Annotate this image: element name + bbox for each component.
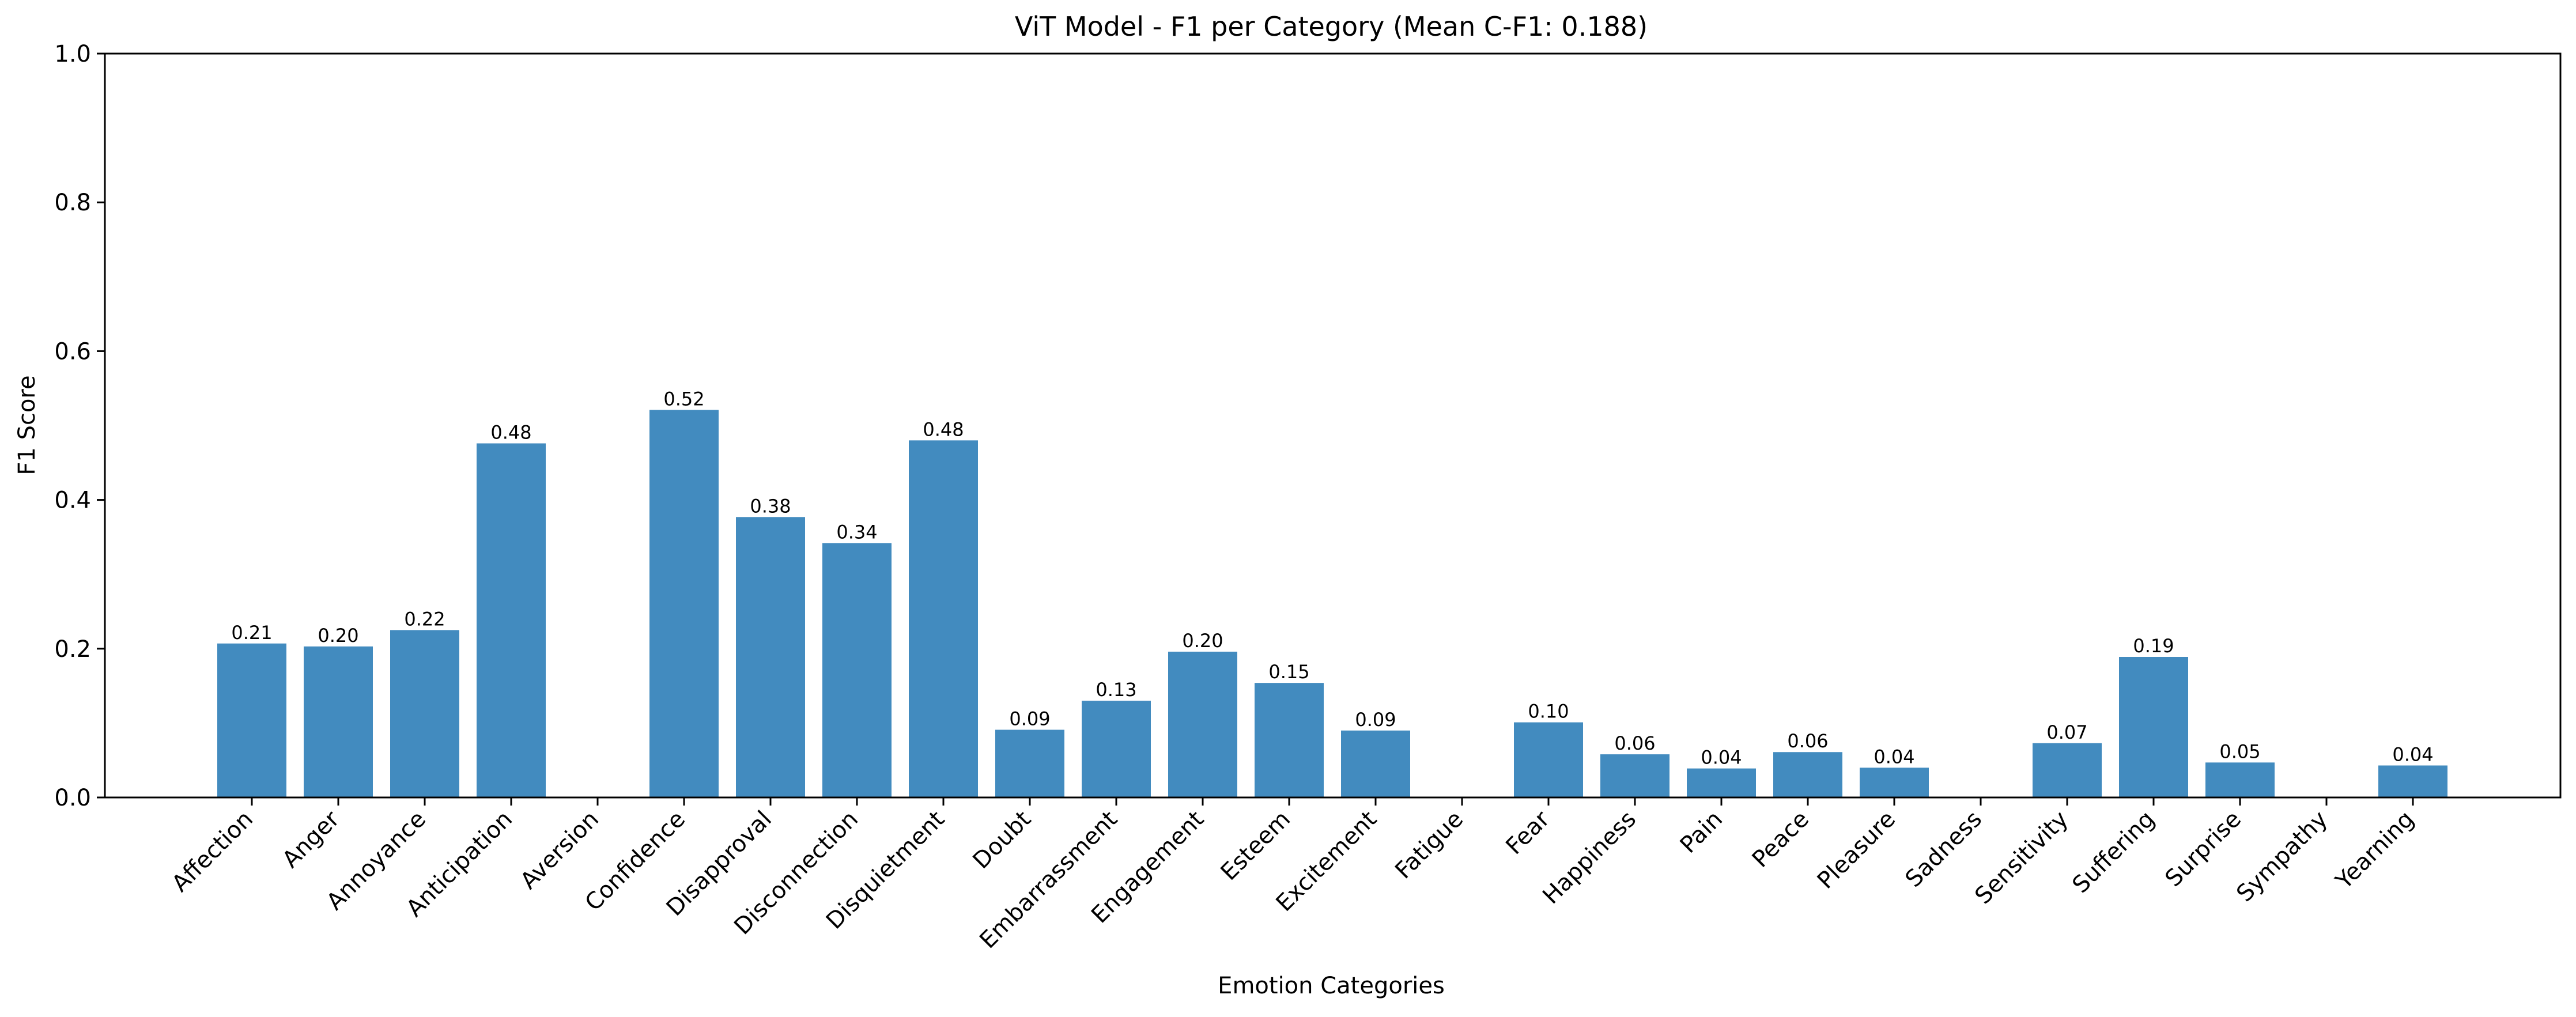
y-tick-label: 1.0 [54, 41, 91, 67]
bar-affection [217, 643, 286, 797]
y-axis-title: F1 Score [14, 375, 40, 475]
bar-value-label-pleasure: 0.04 [1874, 746, 1914, 768]
y-tick-label: 0.8 [54, 190, 91, 216]
bar-value-label-pain: 0.04 [1701, 747, 1742, 769]
bar-value-label-disquietment: 0.48 [923, 418, 964, 440]
bar-value-label-surprise: 0.05 [2219, 740, 2260, 762]
bar-value-label-anticipation: 0.48 [490, 421, 531, 443]
bar-doubt [995, 729, 1064, 797]
bar-suffering [2119, 657, 2188, 797]
bar-value-label-disconnection: 0.34 [836, 521, 877, 543]
bar-value-label-esteem: 0.15 [1268, 661, 1309, 683]
chart-title: ViT Model - F1 per Category (Mean C-F1: … [1015, 11, 1648, 42]
y-tick-label: 0.0 [54, 785, 91, 811]
bar-excitement [1341, 730, 1410, 797]
bar-value-label-disapproval: 0.38 [750, 495, 791, 517]
plot-frame [104, 52, 2562, 799]
x-axis-title: Emotion Categories [1218, 973, 1445, 999]
bar-yearning [2378, 765, 2447, 797]
bar-pain [1687, 768, 1756, 797]
bar-value-label-affection: 0.21 [231, 622, 272, 644]
y-axis: 0.0 0.2 0.4 0.6 0.8 1.0 [54, 41, 105, 811]
bar-happiness [1600, 754, 1670, 797]
bar-value-label-fear: 0.10 [1528, 701, 1569, 723]
bar-value-label-doubt: 0.09 [1009, 708, 1050, 730]
y-tick-label: 0.4 [54, 487, 91, 514]
y-tick-label: 0.2 [54, 636, 91, 663]
bar-disquietment [909, 440, 978, 797]
bar-sensitivity [2033, 743, 2102, 797]
bar-disapproval [736, 517, 805, 797]
bar-value-label-peace: 0.06 [1787, 730, 1828, 752]
bar-value-label-suffering: 0.19 [2133, 635, 2174, 657]
bar-embarrassment [1082, 701, 1151, 797]
bar-disconnection [822, 543, 892, 797]
bar-value-label-excitement: 0.09 [1355, 709, 1396, 731]
bar-value-label-sensitivity: 0.07 [2046, 721, 2087, 743]
bars-group [217, 410, 2447, 797]
bar-value-label-engagement: 0.20 [1182, 630, 1223, 652]
bar-value-label-confidence: 0.52 [663, 388, 704, 410]
bar-engagement [1168, 651, 1237, 797]
bar-annoyance [390, 630, 459, 797]
y-tick-label: 0.6 [54, 338, 91, 365]
bar-value-label-anger: 0.20 [318, 625, 358, 647]
bar-anger [304, 646, 373, 797]
bar-value-label-annoyance: 0.22 [404, 608, 445, 630]
bar-value-label-embarrassment: 0.13 [1096, 679, 1136, 701]
bar-peace [1773, 752, 1842, 797]
bar-confidence [649, 410, 719, 797]
bar-surprise [2205, 762, 2275, 797]
bar-anticipation [477, 443, 546, 797]
bar-pleasure [1860, 768, 1929, 797]
bar-value-label-happiness: 0.06 [1614, 732, 1655, 754]
bar-value-labels: 0.21 0.20 0.22 0.48 0.52 0.38 0.34 0.48 0.09 0.13… [231, 388, 2433, 768]
bar-esteem [1255, 683, 1324, 797]
bar-fear [1514, 722, 1583, 797]
bar-value-label-yearning: 0.04 [2392, 743, 2433, 765]
